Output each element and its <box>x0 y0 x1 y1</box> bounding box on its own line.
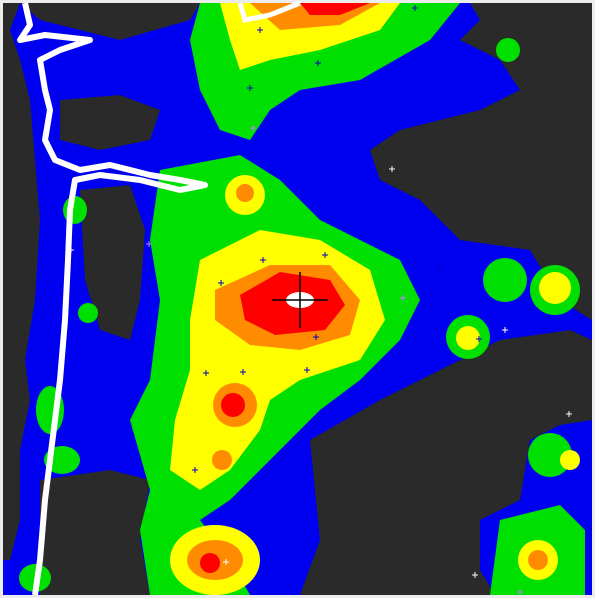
region <box>539 272 571 304</box>
density-map <box>0 0 595 598</box>
void <box>40 470 150 595</box>
region <box>212 450 232 470</box>
region <box>560 450 580 470</box>
region <box>78 303 98 323</box>
map-area <box>3 3 592 595</box>
region <box>200 553 220 573</box>
region <box>528 550 548 570</box>
region <box>483 258 527 302</box>
region <box>456 326 480 350</box>
region <box>221 393 245 417</box>
page: (() => { const data = JSON.parse(documen… <box>0 0 595 598</box>
region <box>236 184 254 202</box>
region <box>63 196 87 224</box>
region <box>496 38 520 62</box>
